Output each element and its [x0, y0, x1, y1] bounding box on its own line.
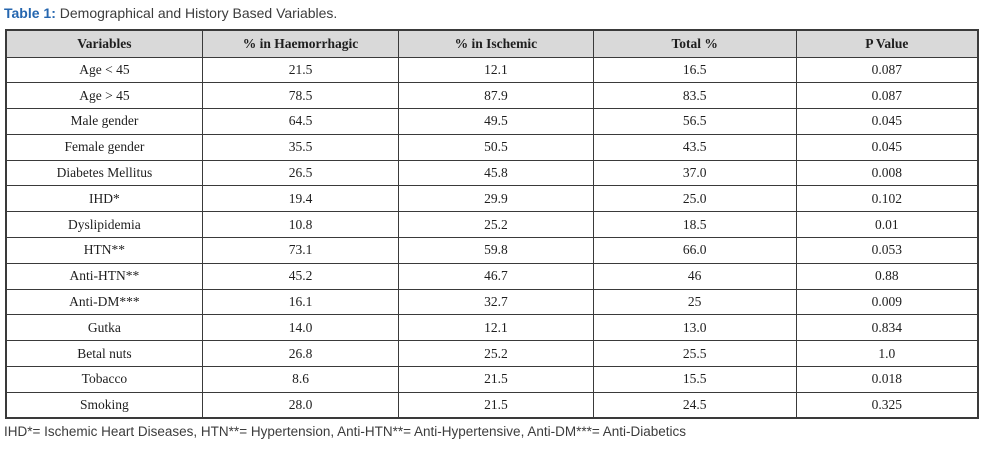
haemorrhagic-pct-cell: 26.5 [201, 159, 400, 187]
haemorrhagic-pct-cell: 14.0 [201, 314, 400, 342]
haemorrhagic-pct-cell: 45.2 [201, 262, 400, 290]
ischemic-pct-cell: 29.9 [398, 185, 594, 213]
header-row: Variables % in Haemorrhagic % in Ischemi… [5, 29, 979, 58]
table-row: Anti-HTN** 45.2 46.7 46 0.88 [5, 262, 979, 290]
table-caption-text: Demographical and History Based Variable… [55, 5, 338, 21]
haemorrhagic-pct-cell: 21.5 [201, 56, 400, 84]
variable-cell: Tobacco [5, 366, 203, 393]
ischemic-pct-cell: 12.1 [398, 56, 594, 84]
variable-cell: Gutka [5, 314, 203, 342]
variable-cell: Dyslipidemia [5, 211, 203, 239]
ischemic-pct-cell: 25.2 [398, 211, 594, 239]
p-value-cell: 0.102 [795, 185, 979, 213]
haemorrhagic-pct-cell: 19.4 [201, 185, 400, 213]
haemorrhagic-pct-cell: 78.5 [201, 82, 400, 110]
ischemic-pct-cell: 87.9 [398, 82, 594, 110]
ischemic-pct-cell: 21.5 [398, 366, 594, 393]
table-footnote: IHD*= Ischemic Heart Diseases, HTN**= Hy… [4, 424, 687, 440]
p-value-cell: 0.834 [795, 314, 979, 342]
haemorrhagic-pct-cell: 35.5 [201, 133, 400, 161]
haemorrhagic-pct-cell: 16.1 [201, 288, 400, 316]
table-row: HTN** 73.1 59.8 66.0 0.053 [5, 237, 979, 264]
table-row: Female gender 35.5 50.5 43.5 0.045 [5, 133, 979, 161]
ischemic-pct-cell: 50.5 [398, 133, 594, 161]
column-header-variables: Variables [5, 29, 203, 58]
table-row: IHD* 19.4 29.9 25.0 0.102 [5, 185, 979, 213]
p-value-cell: 0.045 [795, 108, 979, 135]
p-value-cell: 0.087 [795, 56, 979, 84]
total-pct-cell: 37.0 [592, 159, 797, 187]
haemorrhagic-pct-cell: 64.5 [201, 108, 400, 135]
table-row: Dyslipidemia 10.8 25.2 18.5 0.01 [5, 211, 979, 239]
total-pct-cell: 43.5 [592, 133, 797, 161]
total-pct-cell: 25.0 [592, 185, 797, 213]
demographics-table: Variables % in Haemorrhagic % in Ischemi… [5, 29, 979, 420]
total-pct-cell: 13.0 [592, 314, 797, 342]
variable-cell: IHD* [5, 185, 203, 213]
ischemic-pct-cell: 45.8 [398, 159, 594, 187]
p-value-cell: 0.045 [795, 133, 979, 161]
table-row: Betal nuts 26.8 25.2 25.5 1.0 [5, 340, 979, 368]
table-row: Male gender 64.5 49.5 56.5 0.045 [5, 108, 979, 135]
column-header-p-value: P Value [795, 29, 979, 58]
table-row: Age < 45 21.5 12.1 16.5 0.087 [5, 56, 979, 84]
variable-cell: Anti-DM*** [5, 288, 203, 316]
ischemic-pct-cell: 49.5 [398, 108, 594, 135]
p-value-cell: 0.325 [795, 391, 979, 419]
total-pct-cell: 25.5 [592, 340, 797, 368]
column-header-haemorrhagic-pct: % in Haemorrhagic [201, 29, 400, 58]
variable-cell: HTN** [5, 237, 203, 264]
p-value-cell: 0.009 [795, 288, 979, 316]
table-row: Tobacco 8.6 21.5 15.5 0.018 [5, 366, 979, 393]
variable-cell: Female gender [5, 133, 203, 161]
variable-cell: Betal nuts [5, 340, 203, 368]
table-row: Gutka 14.0 12.1 13.0 0.834 [5, 314, 979, 342]
variable-cell: Diabetes Mellitus [5, 159, 203, 187]
table-row: Diabetes Mellitus 26.5 45.8 37.0 0.008 [5, 159, 979, 187]
total-pct-cell: 66.0 [592, 237, 797, 264]
variable-cell: Anti-HTN** [5, 262, 203, 290]
p-value-cell: 0.053 [795, 237, 979, 264]
variable-cell: Age < 45 [5, 56, 203, 84]
p-value-cell: 1.0 [795, 340, 979, 368]
p-value-cell: 0.88 [795, 262, 979, 290]
ischemic-pct-cell: 32.7 [398, 288, 594, 316]
table-row: Smoking 28.0 21.5 24.5 0.325 [5, 391, 979, 419]
haemorrhagic-pct-cell: 28.0 [201, 391, 400, 419]
haemorrhagic-pct-cell: 10.8 [201, 211, 400, 239]
column-header-total-pct: Total % [592, 29, 797, 58]
total-pct-cell: 15.5 [592, 366, 797, 393]
total-pct-cell: 46 [592, 262, 797, 290]
haemorrhagic-pct-cell: 73.1 [201, 237, 400, 264]
table-caption-label: Table 1: [4, 5, 56, 21]
ischemic-pct-cell: 12.1 [398, 314, 594, 342]
total-pct-cell: 56.5 [592, 108, 797, 135]
variable-cell: Age > 45 [5, 82, 203, 110]
total-pct-cell: 25 [592, 288, 797, 316]
total-pct-cell: 16.5 [592, 56, 797, 84]
ischemic-pct-cell: 25.2 [398, 340, 594, 368]
column-header-ischemic-pct: % in Ischemic [398, 29, 594, 58]
ischemic-pct-cell: 59.8 [398, 237, 594, 264]
ischemic-pct-cell: 46.7 [398, 262, 594, 290]
table-row: Anti-DM*** 16.1 32.7 25 0.009 [5, 288, 979, 316]
total-pct-cell: 18.5 [592, 211, 797, 239]
total-pct-cell: 24.5 [592, 391, 797, 419]
table-row: Age > 45 78.5 87.9 83.5 0.087 [5, 82, 979, 110]
haemorrhagic-pct-cell: 26.8 [201, 340, 400, 368]
variable-cell: Male gender [5, 108, 203, 135]
total-pct-cell: 83.5 [592, 82, 797, 110]
p-value-cell: 0.087 [795, 82, 979, 110]
variable-cell: Smoking [5, 391, 203, 419]
haemorrhagic-pct-cell: 8.6 [201, 366, 400, 393]
p-value-cell: 0.01 [795, 211, 979, 239]
table-caption: Table 1: Demographical and History Based… [0, 0, 985, 22]
p-value-cell: 0.008 [795, 159, 979, 187]
p-value-cell: 0.018 [795, 366, 979, 393]
ischemic-pct-cell: 21.5 [398, 391, 594, 419]
